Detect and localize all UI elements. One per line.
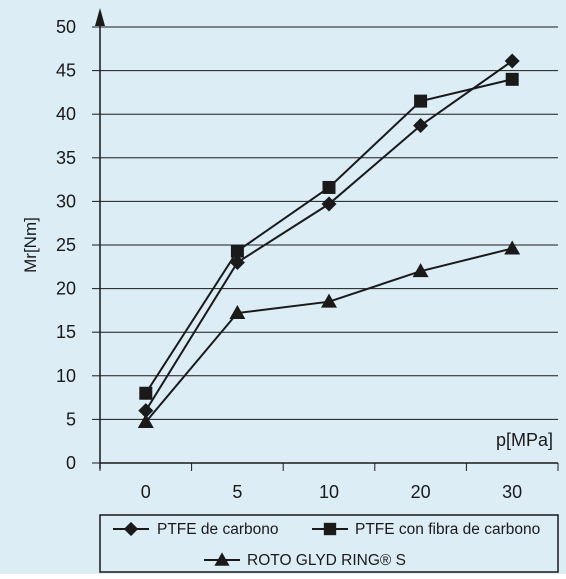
legend-label-1: PTFE con fibra de carbono — [355, 521, 540, 538]
legend-label-0: PTFE de carbono — [157, 521, 278, 538]
y-tick-label-10: 10 — [56, 366, 76, 386]
y-tick-label-50: 50 — [56, 17, 76, 37]
point-1-1 — [231, 245, 244, 258]
legend-label-2: ROTO GLYD RING® S — [247, 552, 406, 569]
point-1-4 — [506, 73, 519, 86]
point-1-3 — [414, 95, 427, 108]
point-1-2 — [323, 181, 336, 194]
y-tick-label-20: 20 — [56, 279, 76, 299]
point-1-0 — [139, 387, 152, 400]
x-tick-label-0: 0 — [141, 482, 151, 502]
x-tick-label-10: 10 — [319, 482, 339, 502]
x-tick-label-20: 20 — [411, 482, 431, 502]
y-axis-label: Mr[Nm] — [21, 217, 40, 273]
y-tick-label-25: 25 — [56, 235, 76, 255]
y-tick-label-5: 5 — [66, 409, 76, 429]
y-tick-label-45: 45 — [56, 61, 76, 81]
y-tick-label-35: 35 — [56, 148, 76, 168]
x-tick-label-5: 5 — [232, 482, 242, 502]
legend-marker-1 — [324, 523, 336, 535]
y-tick-label-30: 30 — [56, 191, 76, 211]
x-axis-label: p[MPa] — [496, 430, 553, 450]
y-tick-label-15: 15 — [56, 322, 76, 342]
y-tick-label-40: 40 — [56, 104, 76, 124]
x-tick-label-30: 30 — [502, 482, 522, 502]
y-tick-label-0: 0 — [66, 453, 76, 473]
